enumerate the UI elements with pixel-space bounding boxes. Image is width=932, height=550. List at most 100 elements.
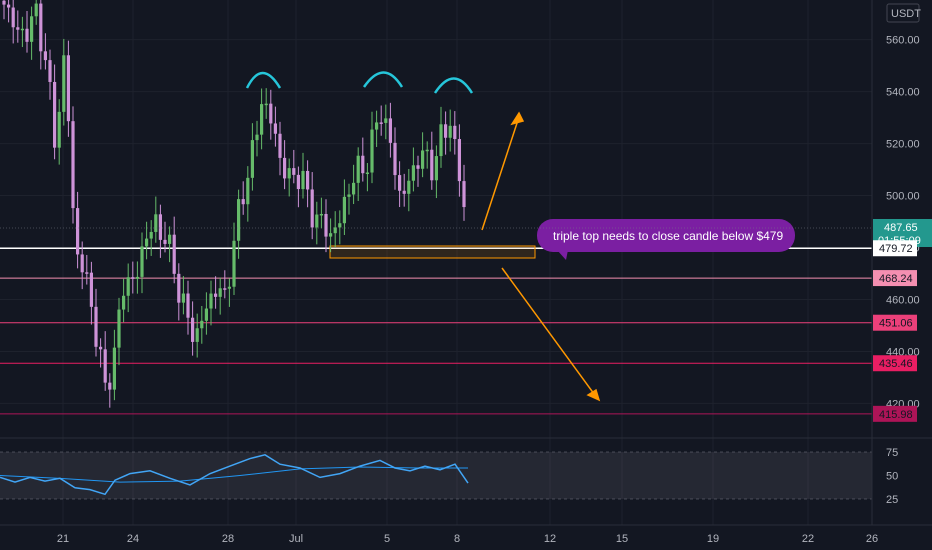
time-tick-label: 8 [454, 533, 460, 545]
candle-body [11, 7, 15, 28]
up-arrow-head [510, 111, 525, 126]
candle-body [30, 16, 34, 42]
candle-body [370, 129, 374, 173]
candle-body [126, 277, 130, 296]
candle-body [218, 288, 222, 297]
candle-body [20, 28, 24, 31]
candle-body [448, 125, 452, 138]
time-tick-label: 21 [57, 533, 69, 545]
candle-body [43, 51, 47, 61]
candle-body [384, 118, 388, 123]
candle-body [421, 150, 425, 169]
currency-badge[interactable] [886, 3, 920, 23]
candle-body [89, 272, 93, 307]
annotation-bubble: triple top needs to close candle below $… [537, 219, 795, 260]
time-tick-label: 26 [866, 533, 878, 545]
candle-body [342, 196, 346, 224]
candle-body [352, 182, 356, 195]
candle-body [94, 306, 98, 347]
candle-body [462, 181, 466, 208]
candle-body [264, 103, 268, 106]
candle-body [232, 240, 236, 287]
rsi-tick-label: 25 [886, 494, 898, 506]
candle-body [375, 122, 379, 130]
up-arrow-line [481, 116, 520, 231]
candle-body [283, 157, 287, 179]
candle-body [273, 123, 277, 134]
rsi-ma-line [0, 466, 468, 483]
candle-body [122, 295, 126, 310]
candle-body [186, 293, 190, 318]
level-badge [873, 405, 917, 422]
time-axis[interactable]: 21 24 28 Jul 5 8 12 15 19 22 26 [57, 533, 878, 545]
rsi-axis[interactable]: 75 50 25 [886, 447, 898, 506]
time-tick-label: 5 [384, 533, 390, 545]
price-tick-label: 520.00 [886, 139, 920, 151]
candle-body [434, 156, 438, 181]
candle-body [361, 155, 365, 174]
time-tick-label: 19 [707, 533, 719, 545]
candle-body [324, 213, 328, 237]
candle-body [402, 190, 406, 194]
candle-body [158, 214, 162, 240]
time-tick-label: 15 [616, 533, 628, 545]
price-tick-label: 460.00 [886, 294, 920, 306]
candle-body [191, 317, 195, 342]
candle-body [200, 320, 204, 329]
candle-body [379, 122, 383, 124]
candle-body [411, 165, 415, 181]
candle-body [329, 233, 333, 237]
current-price: 487.65 [884, 222, 918, 234]
level-badge-label: 415.98 [879, 409, 913, 421]
support-zone-box [329, 245, 536, 259]
down-arrow-head [586, 388, 601, 402]
price-axis[interactable]: 560.00540.00520.00500.00480.00460.00440.… [886, 35, 920, 411]
candle-body [301, 170, 305, 190]
time-tick-label: 24 [127, 533, 139, 545]
candle-body [315, 214, 319, 228]
top-arc-3 [433, 77, 474, 94]
price-tick-label: 500.00 [886, 191, 920, 203]
annotation-text: triple top needs to close candle below $… [553, 229, 783, 243]
candle-body [393, 142, 397, 176]
candle-body [439, 124, 443, 157]
rsi-line [0, 454, 469, 496]
support-levels [0, 247, 872, 415]
time-tick-label: 12 [544, 533, 556, 545]
candle-body [388, 118, 392, 143]
candle-body [108, 382, 112, 390]
candle-body [85, 272, 89, 274]
candle-body [71, 121, 75, 209]
candle-body [255, 134, 259, 141]
level-badge-label: 468.24 [879, 273, 913, 285]
candle-body [2, 0, 6, 5]
level-badge [873, 240, 917, 257]
candle-body [16, 27, 20, 30]
candle-body [347, 194, 351, 197]
candle-body [453, 125, 457, 140]
candle-body [287, 168, 291, 179]
top-arc-2 [362, 71, 404, 88]
level-badges: 479.72 468.24 451.06 435.46 415.98 [873, 240, 917, 422]
candle-body [241, 199, 245, 205]
candle-body [425, 149, 429, 152]
candle-body [39, 3, 43, 52]
candle-body [80, 254, 84, 273]
vertical-grid [62, 0, 873, 525]
rsi-tick-label: 50 [886, 471, 898, 483]
candle-body [25, 28, 29, 42]
candle-body [177, 273, 181, 303]
candles [2, 0, 466, 408]
scenario-arrows [481, 111, 601, 402]
candle-body [416, 165, 420, 169]
candle-body [310, 189, 314, 228]
candle-body [338, 223, 342, 228]
candle-body [163, 239, 167, 244]
candle-body [103, 349, 107, 383]
candle-body [204, 308, 208, 321]
candle-body [135, 276, 139, 279]
candle-body [112, 347, 116, 390]
candle-body [333, 227, 337, 234]
